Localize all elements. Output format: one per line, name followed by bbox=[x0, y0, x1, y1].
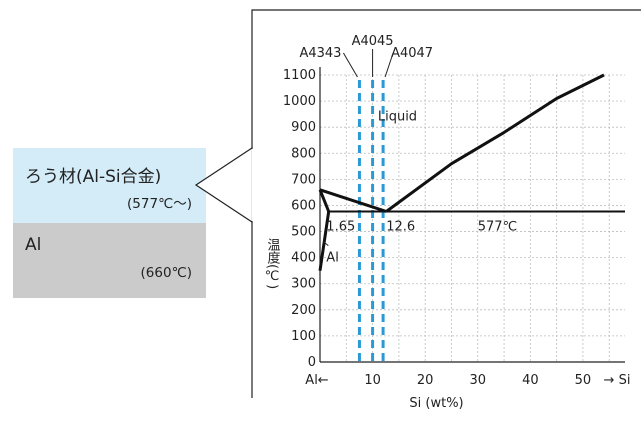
y-tick-label: 100 bbox=[291, 329, 316, 344]
x-tick-label: 20 bbox=[417, 373, 434, 388]
callout-pointer bbox=[251, 9, 641, 148]
y-tick-label: 900 bbox=[291, 120, 316, 135]
phase-curve bbox=[318, 211, 331, 271]
y-axis-title: 温度(℃) bbox=[265, 238, 281, 289]
y-tick-label: 300 bbox=[291, 277, 316, 292]
x-tick-label: 10 bbox=[364, 373, 381, 388]
annotation-leader bbox=[322, 241, 329, 247]
alloy-label: A4045 bbox=[352, 34, 394, 49]
alloy-label: A4047 bbox=[391, 46, 433, 61]
y-tick-label: 200 bbox=[291, 303, 316, 318]
aluminum-base-temp: (660℃) bbox=[140, 265, 192, 281]
y-tick-label: 1000 bbox=[283, 94, 316, 109]
callout-wedge bbox=[194, 146, 253, 224]
chart-axes: 0 100 200 300 400 500 600 700 800 900 1000 1100 10 20… bbox=[265, 67, 631, 411]
x-tick-label: 30 bbox=[469, 373, 486, 388]
alloy-label: A4343 bbox=[299, 46, 341, 61]
y-tick-label: 500 bbox=[291, 225, 316, 240]
x-left-label: Al← bbox=[305, 373, 329, 388]
alloy-leader bbox=[384, 52, 394, 78]
y-tick-label: 600 bbox=[291, 198, 316, 213]
chart-grid bbox=[320, 74, 625, 362]
chart-annotation: Liquid bbox=[378, 110, 417, 125]
phase-curve bbox=[319, 188, 387, 213]
chart-labels: Liquid 1.65 12.6 577℃ Al bbox=[322, 110, 517, 266]
x-axis-title: Si (wt%) bbox=[409, 396, 463, 411]
x-tick-label: 50 bbox=[575, 373, 592, 388]
x-tick-label: 40 bbox=[522, 373, 539, 388]
aluminum-base-name: Al bbox=[25, 235, 42, 255]
y-tick-label: 400 bbox=[291, 251, 316, 266]
phase-curve bbox=[318, 189, 331, 213]
y-tick-label: 800 bbox=[291, 146, 316, 161]
phase-curve bbox=[385, 73, 605, 213]
brazing-filler-layer: ろう材(Al-Si合金) (577℃〜) bbox=[13, 148, 206, 223]
brazing-filler-temp: (577℃〜) bbox=[127, 196, 192, 212]
chart-annotation: Al bbox=[326, 251, 339, 266]
brazing-filler-name: ろう材(Al-Si合金) bbox=[25, 167, 162, 187]
y-tick-label: 0 bbox=[308, 355, 316, 370]
aluminum-base-layer: Al (660℃) bbox=[13, 223, 206, 298]
phase-curves bbox=[318, 73, 625, 271]
alloy-leader bbox=[343, 52, 358, 78]
chart-annotation: 577℃ bbox=[478, 219, 517, 234]
y-tick-label: 700 bbox=[291, 172, 316, 187]
chart-annotation: 12.6 bbox=[386, 219, 415, 234]
y-tick-label: 1100 bbox=[283, 68, 316, 83]
x-right-label: → Si bbox=[604, 373, 631, 388]
chart-annotation: 1.65 bbox=[326, 219, 355, 234]
